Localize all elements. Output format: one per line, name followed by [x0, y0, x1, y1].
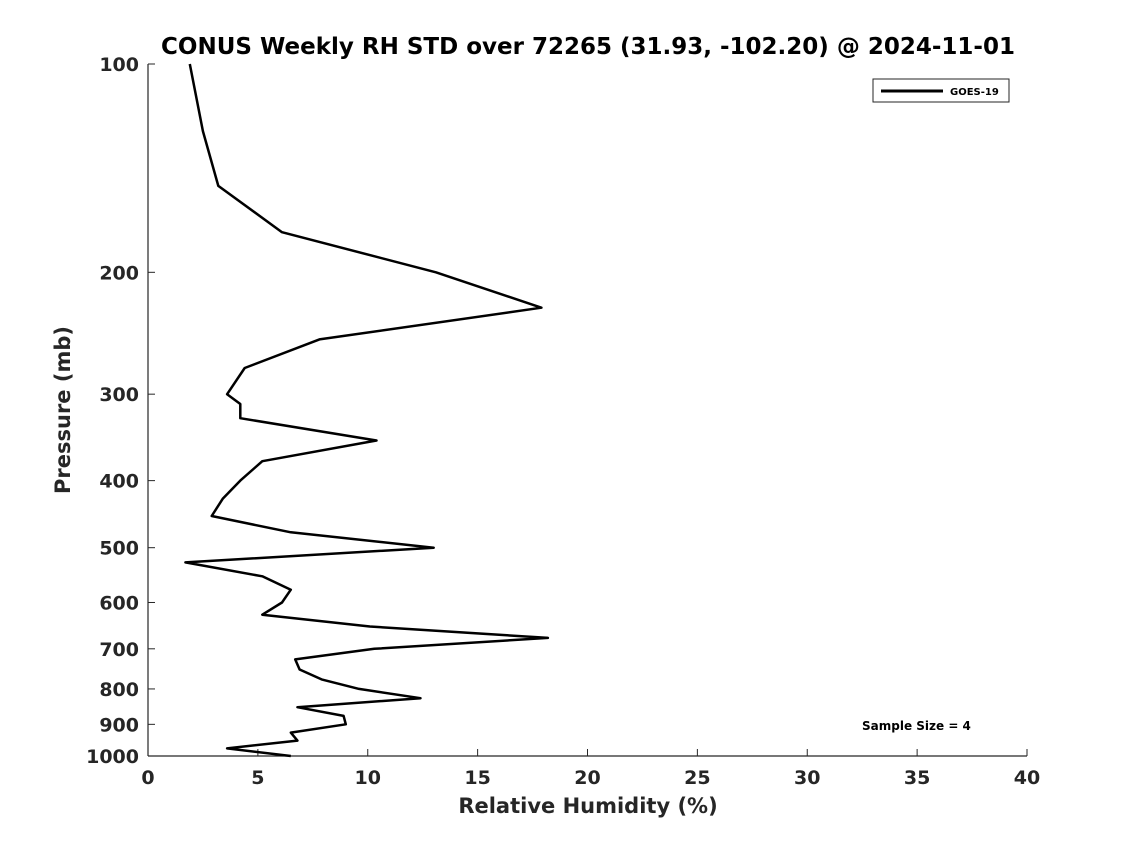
x-axis-label: Relative Humidity (%) [458, 794, 717, 818]
y-tick-label: 600 [99, 592, 139, 614]
y-tick-label: 200 [99, 262, 139, 284]
x-tick-label: 5 [251, 767, 264, 789]
x-tick-label: 0 [141, 767, 154, 789]
x-tick-label: 20 [574, 767, 600, 789]
y-axis-label: Pressure (mb) [51, 326, 75, 494]
y-tick-label: 900 [99, 714, 139, 736]
y-ticks: 100 200 300 400 500 600 700 800 900 1000 [86, 54, 155, 768]
legend: GOES-19 [872, 78, 1010, 103]
y-tick-label: 1000 [86, 746, 139, 768]
plot-frame [147, 64, 1027, 757]
x-tick-label: 30 [794, 767, 820, 789]
x-tick-label: 25 [684, 767, 710, 789]
x-tick-label: 35 [904, 767, 930, 789]
y-tick-label: 800 [99, 679, 139, 701]
series-layer [184, 63, 550, 758]
chart-title: CONUS Weekly RH STD over 72265 (31.93, -… [161, 34, 1015, 60]
y-tick-label: 400 [99, 471, 139, 493]
legend-entry-label: GOES-19 [950, 87, 999, 98]
x-tick-label: 15 [464, 767, 490, 789]
y-tick-label: 700 [99, 639, 139, 661]
x-ticks: 0 5 10 15 20 25 30 35 40 [141, 749, 1040, 789]
y-tick-label: 300 [99, 384, 139, 406]
x-tick-label: 10 [355, 767, 381, 789]
sample-size-annotation: Sample Size = 4 [862, 719, 971, 733]
y-tick-label: 100 [99, 54, 139, 76]
y-tick-label: 500 [99, 538, 139, 560]
series-line-goes-19 [184, 63, 550, 758]
x-tick-label: 40 [1014, 767, 1040, 789]
